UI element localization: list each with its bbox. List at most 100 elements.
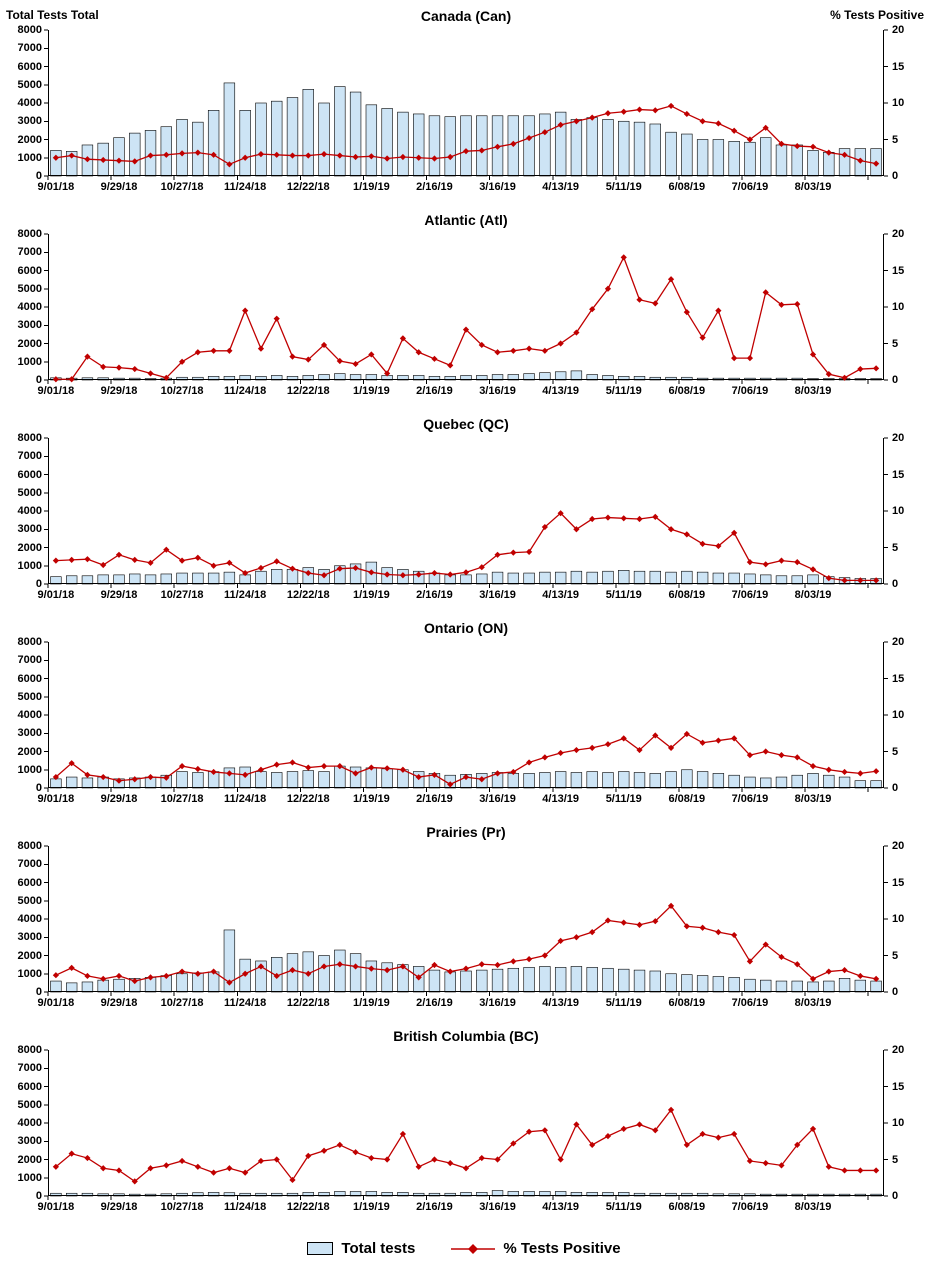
left-axis-tick-label: 2000 <box>17 133 42 146</box>
right-axis-tick-label: 5 <box>892 1153 899 1166</box>
x-axis-tick-label: 9/01/18 <box>37 1201 75 1213</box>
x-axis-tick-label: 9/29/18 <box>100 589 138 601</box>
right-axis-tick-label: 10 <box>892 1117 905 1129</box>
x-axis-tick-label: 2/16/19 <box>416 793 453 805</box>
left-axis-tick-label: 4000 <box>17 97 42 109</box>
left-axis-tick-label: 8000 <box>17 1044 42 1056</box>
left-axis-tick-label: 6000 <box>17 264 42 277</box>
right-axis-tick-label: 10 <box>892 913 905 925</box>
x-axis-tick-label: 5/11/19 <box>605 1201 642 1213</box>
x-axis-tick-label: 8/03/19 <box>794 385 832 397</box>
left-axis-tick-label: 1000 <box>17 763 42 776</box>
left-axis-tick-label: 3000 <box>17 523 42 536</box>
x-axis-tick-label: 2/16/19 <box>416 1201 453 1213</box>
x-axis-tick-label: 4/13/19 <box>542 181 579 193</box>
x-axis-tick-label: 11/24/18 <box>224 1201 267 1213</box>
right-axis-tick-label: 10 <box>892 709 905 721</box>
right-axis-tick-label: 15 <box>892 1080 905 1093</box>
left-axis-tick-label: 4000 <box>17 301 42 313</box>
total-tests-series <box>50 370 882 381</box>
x-axis-tick-label: 4/13/19 <box>542 793 579 805</box>
right-axis-tick-label: 5 <box>892 745 899 758</box>
right-axis-tick-label: 20 <box>892 840 905 852</box>
x-axis-tick-label: 12/22/18 <box>286 385 330 397</box>
right-axis-tick-label: 5 <box>892 133 899 146</box>
left-axis-tick-label: 8000 <box>17 24 42 36</box>
left-axis-tick-label: 5000 <box>17 282 42 295</box>
left-axis-tick-label: 2000 <box>17 337 42 350</box>
x-axis-tick-label: 3/16/19 <box>479 1201 516 1213</box>
x-axis-tick-label: 7/06/19 <box>731 793 769 805</box>
left-axis-tick-label: 3000 <box>17 727 42 740</box>
x-axis-tick-label: 8/03/19 <box>794 1201 832 1213</box>
right-axis-tick-label: 15 <box>892 876 905 889</box>
right-axis-tick-label: 20 <box>892 636 905 648</box>
x-axis-tick-label: 10/27/18 <box>160 589 204 601</box>
x-axis-tick-label: 9/01/18 <box>37 385 75 397</box>
chart-panel-can: Canada (Can) 0 1000 2000 3000 4000 5000 6000 700… <box>0 4 928 208</box>
left-axis-tick-label: 4000 <box>17 505 42 517</box>
left-axis-tick-label: 2000 <box>17 745 42 758</box>
left-axis-tick-label: 2000 <box>17 949 42 962</box>
left-axis-tick-label: 7000 <box>17 858 42 871</box>
x-axis-tick-label: 3/16/19 <box>479 589 516 601</box>
x-axis-tick-label: 9/29/18 <box>100 385 138 397</box>
x-axis-tick-label: 5/11/19 <box>605 385 642 397</box>
x-axis-tick-label: 3/16/19 <box>479 385 516 397</box>
x-axis-tick-label: 1/19/19 <box>352 181 390 193</box>
right-axis-tick-label: 20 <box>892 1044 905 1056</box>
plot-area-bc <box>44 1049 888 1200</box>
left-axis-tick-label: 2000 <box>17 1153 42 1166</box>
left-axis-tick-label: 8000 <box>17 636 42 648</box>
x-axis-tick-label: 11/24/18 <box>224 997 267 1009</box>
x-axis-tick-label: 7/06/19 <box>731 1201 769 1213</box>
left-axis-tick-label: 4000 <box>17 913 42 925</box>
chart-title-on: Ontario (ON) <box>424 620 508 636</box>
left-axis-tick-label: 0 <box>35 782 42 794</box>
left-axis-tick-label: 5000 <box>17 894 42 907</box>
x-axis-tick-label: 6/08/19 <box>668 181 706 193</box>
x-axis-tick-label: 6/08/19 <box>668 385 706 397</box>
left-axis-tick-label: 1000 <box>17 559 42 572</box>
x-axis-tick-label: 10/27/18 <box>160 997 204 1009</box>
x-axis-tick-label: 10/27/18 <box>160 1201 204 1213</box>
x-axis-tick-label: 4/13/19 <box>542 589 579 601</box>
legend-label-pct-positive: % Tests Positive <box>503 1240 621 1257</box>
right-axis-title: % Tests Positive <box>830 8 924 22</box>
x-axis-tick-label: 12/22/18 <box>286 181 330 193</box>
x-axis-tick-label: 7/06/19 <box>731 385 769 397</box>
x-axis-tick-label: 8/03/19 <box>794 793 832 805</box>
right-axis-tick-label: 15 <box>892 264 905 277</box>
right-axis-tick-label: 20 <box>892 432 905 444</box>
x-axis-tick-label: 6/08/19 <box>668 997 706 1009</box>
pct-positive-series <box>52 1106 880 1185</box>
x-axis-tick-label: 5/11/19 <box>605 793 642 805</box>
left-axis-tick-label: 6000 <box>17 60 42 73</box>
x-axis-tick-label: 4/13/19 <box>542 385 579 397</box>
axes <box>44 845 888 996</box>
x-axis-tick-label: 9/01/18 <box>37 793 75 805</box>
plot-area-pr <box>44 845 888 996</box>
x-axis-tick-label: 7/06/19 <box>731 997 769 1009</box>
right-axis-tick-label: 0 <box>892 578 899 590</box>
axes <box>44 641 888 792</box>
right-axis-tick-label: 15 <box>892 672 905 685</box>
x-axis-tick-label: 4/13/19 <box>542 1201 579 1213</box>
x-axis-tick-label: 9/01/18 <box>37 181 75 193</box>
x-axis-tick-label: 3/16/19 <box>479 793 516 805</box>
right-axis-tick-label: 0 <box>892 782 899 794</box>
x-axis-tick-label: 11/24/18 <box>224 793 267 805</box>
x-axis-tick-label: 4/13/19 <box>542 997 579 1009</box>
left-axis-tick-label: 6000 <box>17 468 42 481</box>
right-axis-tick-label: 0 <box>892 986 899 998</box>
plot-area-on <box>44 641 888 792</box>
left-axis-tick-label: 3000 <box>17 319 42 332</box>
x-axis-tick-label: 6/08/19 <box>668 1201 706 1213</box>
chart-panel-bc: British Columbia (BC) 0 1000 2000 3000 4000 50… <box>0 1024 928 1228</box>
left-axis-tick-label: 6000 <box>17 876 42 889</box>
x-axis-tick-label: 1/19/19 <box>352 589 390 601</box>
chart-legend: Total tests % Tests Positive <box>0 1240 928 1257</box>
chart-panel-pr: Prairies (Pr) 0 1000 2000 3000 4000 5000 6000 70… <box>0 820 928 1024</box>
x-axis-tick-label: 9/29/18 <box>100 793 138 805</box>
